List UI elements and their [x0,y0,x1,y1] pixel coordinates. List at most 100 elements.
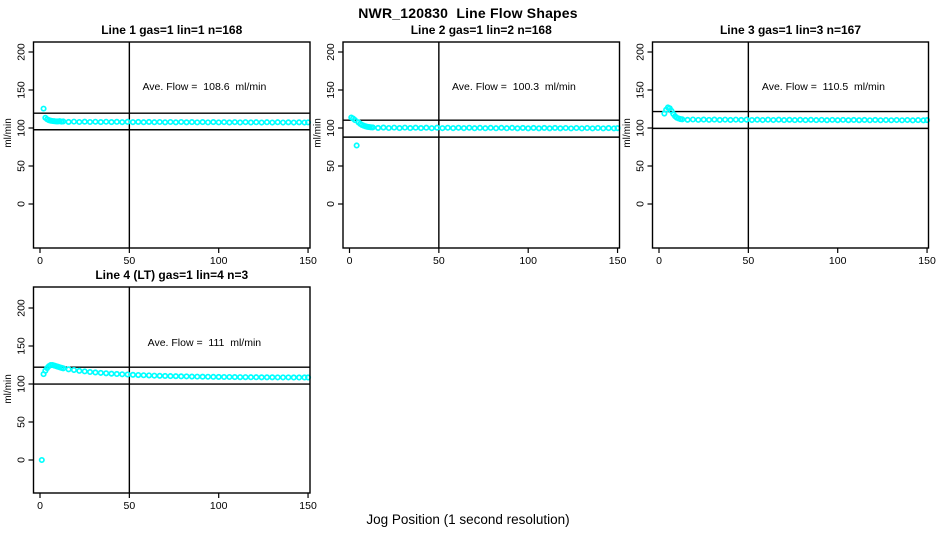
panel-line-3: 0 50 100 150 0 50 100 150 200 ml/min Line 3 gas=1 … [622,23,936,267]
data-point [850,116,857,123]
x-tick-label: 0 [656,255,662,267]
data-point [135,371,142,379]
y-tick-label: 200 [16,299,28,317]
data-point [296,119,303,126]
data-point [279,119,287,126]
data-point [519,124,526,131]
data-point [129,119,136,126]
data-point [194,119,201,126]
data-point [600,125,607,132]
data-point [162,372,169,379]
data-point [417,125,425,132]
data-point [215,119,222,126]
data-point [269,374,276,381]
data-point [140,119,147,126]
data-point [444,124,451,131]
data-point [231,374,238,381]
y-tick-label: 50 [325,160,337,172]
x-tick-label: 150 [609,255,627,267]
data-point [162,119,169,126]
data-point [124,371,131,378]
data-point [103,370,110,377]
data-point [199,373,206,380]
ave-flow-annotation: Ave. Flow = 111 ml/min [148,337,262,349]
data-point [679,116,686,123]
plot-box [342,41,621,249]
panel-title: Line 3 gas=1 lin=3 n=167 [720,23,861,37]
data-point [589,125,596,132]
data-point [722,116,729,123]
plot-box [32,41,311,249]
data-point [509,124,516,131]
y-tick-label: 0 [16,457,28,463]
plot-box [32,286,311,494]
y-tick-label: 0 [635,201,647,207]
data-point [113,370,120,378]
data-point [802,117,809,124]
data-point [156,118,163,126]
data-point [877,117,884,124]
panel-line-4: 0 50 100 150 0 50 100 150 200 ml/min Line 4 (LT) g… [3,268,317,512]
data-point [76,118,83,126]
figure-title: NWR_120830 Line Flow Shapes [358,5,578,21]
y-axis-title: ml/min [3,118,14,147]
data-point [237,119,244,126]
data-point [108,370,115,377]
data-point [573,124,580,132]
data-point [124,118,131,125]
data-point [221,373,228,381]
data-point [759,116,766,124]
data-point [915,117,922,124]
y-tick-label: 0 [325,201,337,207]
data-point [786,116,793,123]
panel-title: Line 2 gas=1 lin=2 n=168 [411,23,552,37]
data-point [226,373,233,381]
data-point [226,119,233,126]
data-point [396,125,403,132]
x-tick-label: 0 [347,255,353,267]
data-point [525,125,532,132]
panel-title: Line 1 gas=1 lin=1 n=168 [101,23,242,37]
data-point [535,125,542,132]
data-point [81,368,88,375]
data-point [530,124,537,131]
data-point [823,117,831,124]
x-tick-label: 50 [124,500,136,512]
data-point [108,119,115,126]
data-point [909,117,916,124]
data-point [541,124,548,131]
data-point [353,142,360,149]
data-point [172,119,179,126]
data-point [194,373,201,380]
data-point [258,119,265,126]
data-point [151,372,158,379]
data-point [97,119,104,126]
data-point [856,117,863,124]
data-point [119,371,126,378]
data-point [204,373,212,380]
data-point [81,118,88,125]
data-point [76,367,83,374]
x-tick-label: 100 [829,255,847,267]
data-point [866,117,873,124]
data-point [605,125,612,132]
data-point [269,119,276,126]
data-point [296,374,303,381]
x-tick-label: 50 [124,255,136,267]
y-axis-title: ml/min [622,118,633,147]
panel-line-1: 0 50 100 150 0 50 100 150 200 ml/min Line 1 gas=1 … [3,23,317,267]
y-tick-label: 0 [16,201,28,207]
data-point [167,118,174,126]
data-point [434,124,441,131]
y-tick-label: 200 [325,43,337,61]
data-point [791,117,798,124]
data-point [498,124,505,131]
data-point [770,116,777,124]
data-point [893,116,900,124]
x-tick-label: 100 [210,255,228,267]
data-point [476,124,484,131]
y-tick-label: 100 [325,119,337,137]
data-point [738,116,745,123]
data-point [258,374,265,381]
